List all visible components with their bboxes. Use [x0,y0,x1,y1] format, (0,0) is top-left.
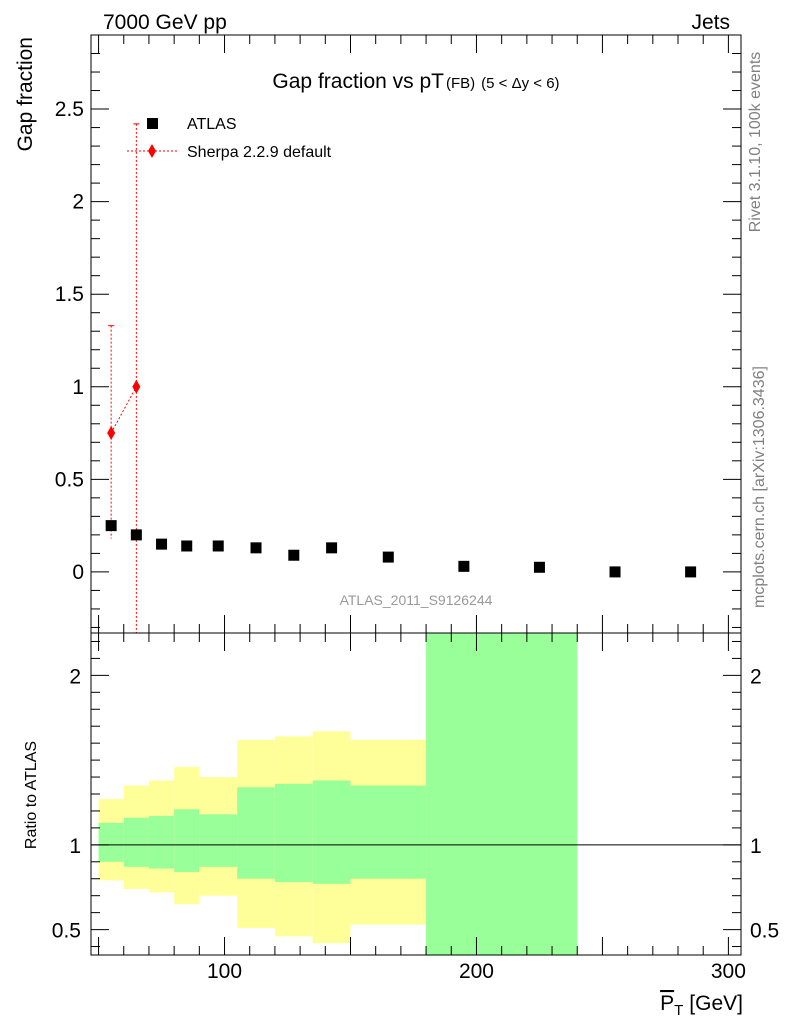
chart-title-sub: (FB) [446,75,475,92]
ratio-band-green-9 [426,633,578,955]
main-ytick-label-3: 1.5 [55,283,84,306]
ratio-band-green-5 [237,787,275,879]
ratio-y-axis-label: Ratio to ATLAS [23,741,40,849]
main-ytick-label-2: 1 [72,376,84,399]
chart-title-main: Gap fraction vs pT [272,70,444,93]
atlas-point-1 [130,529,142,541]
atlas-point-2 [156,538,168,550]
chart-title-range: (5 < Δy < 6) [481,75,559,92]
atlas-point-4 [212,540,224,552]
main-marks [105,123,697,633]
ratio-band-green-0 [98,822,124,862]
ratio-ticks: 0.5 0.5 1 1 2 2 100 200 300 [52,633,779,983]
main-panel: 0 0.5 1 1.5 2 2.5 Gap fraction vs pT (FB) (5 < … [14,34,742,634]
atlas-point-6 [288,549,300,561]
atlas-point-11 [609,566,621,578]
chart-title: Gap fraction vs pT (FB) (5 < Δy < 6) [272,70,559,93]
ratio-ytick-label-left-0: 0.5 [52,920,81,943]
atlas-point-5 [250,542,262,554]
atlas-point-3 [181,540,193,552]
xtick-label-2: 300 [711,960,746,983]
atlas-point-9 [458,560,470,572]
ratio-band-green-1 [123,817,149,867]
ratio-ytick-label-right-0: 0.5 [750,920,779,943]
atlas-point-10 [533,561,545,573]
ratio-ytick-label-left-1: 1 [69,835,81,858]
analysis-watermark: ATLAS_2011_S9126244 [340,592,493,608]
ratio-ytick-label-right-1: 1 [750,835,762,858]
legend-atlas-marker [147,118,158,129]
main-ytick-label-4: 2 [72,191,84,214]
ratio-band-green-4 [199,814,238,867]
legend: ATLAS Sherpa 2.2.9 default [127,116,332,161]
sherpa-point-1 [132,379,141,394]
ratio-panel: 0.5 0.5 1 1 2 2 100 200 300 Ratio to ATLAS [23,632,779,983]
xtick-label-1: 200 [459,960,494,983]
x-axis-label: PT [GeV] [660,992,743,1019]
atlas-point-8 [382,551,394,563]
header-process-label: Jets [691,11,730,34]
x-axis-label-subscript: T [674,1002,683,1019]
legend-atlas-label: ATLAS [187,116,237,133]
atlas-point-0 [105,520,117,532]
main-ytick-label-1: 0.5 [55,468,84,491]
ratio-band-green-8 [350,785,427,879]
legend-sherpa-label: Sherpa 2.2.9 default [187,144,332,161]
main-ticks: 0 0.5 1 1.5 2 2.5 [55,35,741,633]
sherpa-point-0 [107,426,116,441]
mcplots-source-label: mcplots.cern.ch [arXiv:1306.3436] [751,366,768,608]
xtick-label-0: 100 [207,960,242,983]
ratio-bands [98,633,578,955]
y-axis-label: Gap fraction [14,37,37,151]
ratio-band-green-2 [148,816,175,869]
ratio-band-green-7 [312,780,351,884]
x-axis-label-unit: [GeV] [689,992,743,1015]
x-axis-label-symbol: P [660,992,674,1015]
rivet-version-label: Rivet 3.1.10, 100k events [747,52,764,233]
atlas-point-12 [685,566,697,578]
sherpa-line-segment-1 [110,386,137,434]
ratio-band-green-6 [274,783,313,883]
header-energy-label: 7000 GeV pp [103,11,227,34]
atlas-point-7 [326,542,338,554]
legend-sherpa-marker [148,144,156,158]
ratio-band-green-3 [174,809,200,872]
main-ytick-label-0: 0 [72,561,84,584]
ratio-ytick-label-right-2: 2 [750,665,762,688]
main-ytick-label-5: 2.5 [55,98,84,121]
ratio-ytick-label-left-2: 2 [69,665,81,688]
